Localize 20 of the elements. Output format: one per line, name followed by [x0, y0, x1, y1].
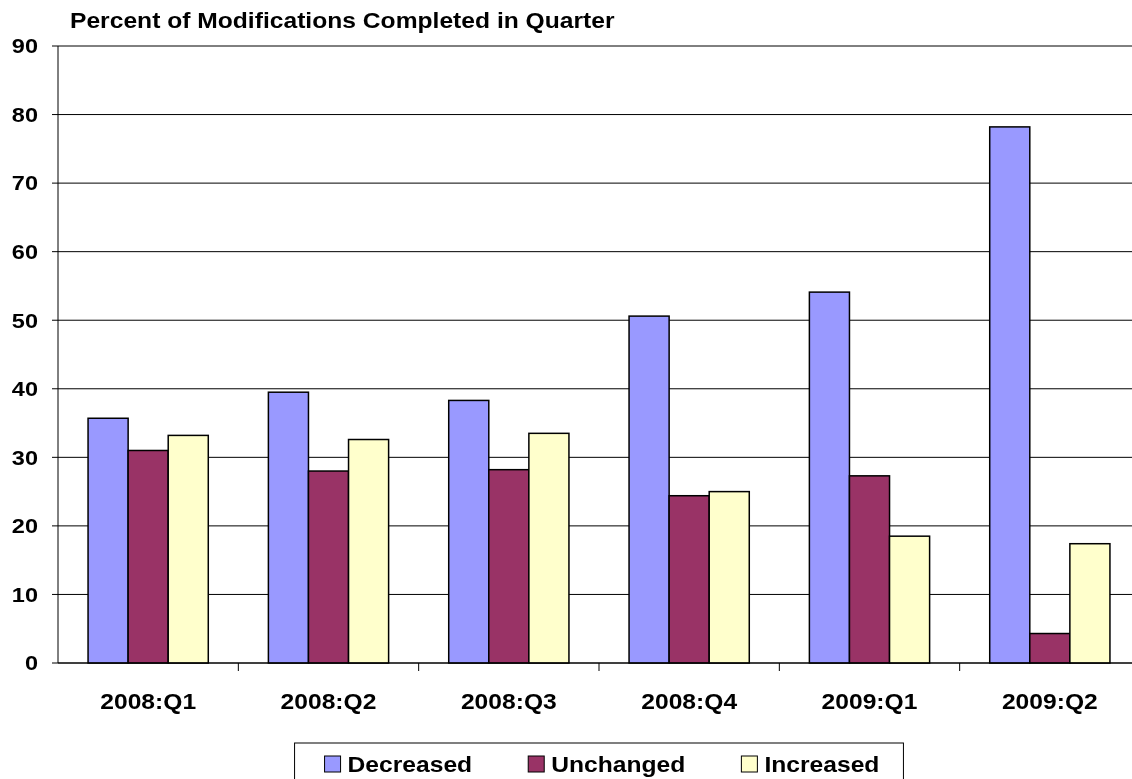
- x-tick-label: 2009:Q1: [821, 689, 918, 714]
- y-tick-label: 30: [11, 445, 38, 470]
- y-tick-label: 20: [11, 514, 38, 538]
- x-tick-label: 2008:Q2: [280, 689, 377, 714]
- legend-label: Decreased: [347, 751, 473, 777]
- y-tick-label: 0: [24, 651, 38, 676]
- y-tick-label: 60: [11, 240, 38, 264]
- legend-label: Increased: [764, 751, 880, 777]
- x-tick-label: 2008:Q1: [100, 689, 197, 714]
- x-tick-label: 2009:Q2: [1001, 689, 1098, 714]
- y-tick-label: 40: [11, 377, 38, 401]
- y-tick-label: 80: [11, 103, 38, 127]
- x-tick-label: 2008:Q3: [460, 689, 557, 714]
- legend-label: Unchanged: [551, 751, 686, 777]
- y-tick-label: 10: [11, 582, 38, 607]
- y-tick-label: 50: [11, 308, 38, 333]
- x-tick-label: 2008:Q4: [641, 689, 738, 714]
- y-tick-label: 70: [11, 171, 38, 196]
- chart-title: Percent of Modifications Completed in Quarter: [70, 8, 615, 33]
- y-tick-label: 90: [11, 34, 38, 59]
